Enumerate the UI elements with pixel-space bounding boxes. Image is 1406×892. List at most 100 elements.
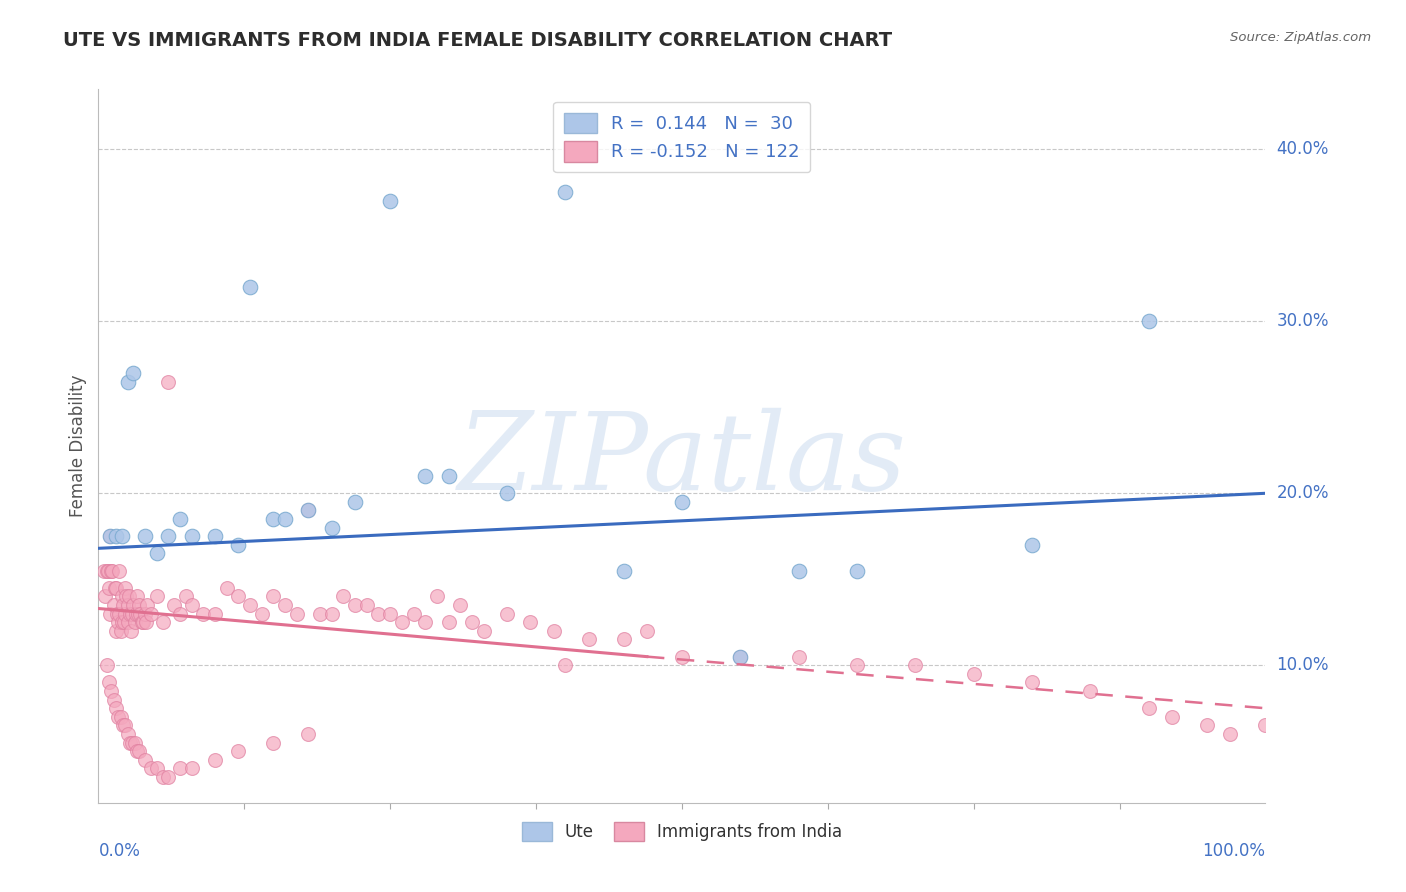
Point [132, 615, 155, 630]
Point [239, 598, 262, 612]
Point [117, 727, 139, 741]
Point [139, 607, 162, 621]
Point [124, 615, 146, 630]
Y-axis label: Female Disability: Female Disability [69, 375, 87, 517]
Point [613, 632, 636, 647]
Point [146, 546, 169, 560]
Point [962, 666, 984, 681]
Point [496, 607, 519, 621]
Point [97, 675, 120, 690]
Point [215, 581, 238, 595]
Point [94, 590, 117, 604]
Point [332, 590, 354, 604]
Point [636, 624, 658, 638]
Point [128, 744, 150, 758]
Point [1080, 684, 1102, 698]
Point [97, 564, 120, 578]
Point [104, 581, 127, 595]
Text: 40.0%: 40.0% [1277, 140, 1329, 159]
Point [163, 598, 186, 612]
Point [129, 607, 152, 621]
Point [904, 658, 927, 673]
Point [297, 503, 319, 517]
Point [391, 615, 413, 630]
Text: Source: ZipAtlas.com: Source: ZipAtlas.com [1230, 31, 1371, 45]
Point [730, 649, 752, 664]
Point [578, 632, 600, 647]
Point [110, 624, 132, 638]
Point [134, 607, 156, 621]
Point [122, 598, 145, 612]
Point [98, 529, 121, 543]
Point [204, 607, 226, 621]
Point [110, 710, 132, 724]
Point [730, 649, 752, 664]
Point [117, 598, 139, 612]
Point [100, 684, 122, 698]
Point [356, 598, 378, 612]
Point [139, 761, 162, 775]
Point [146, 590, 169, 604]
Point [344, 598, 367, 612]
Point [402, 607, 425, 621]
Point [180, 598, 202, 612]
Point [103, 598, 125, 612]
Point [274, 512, 297, 526]
Point [1021, 538, 1043, 552]
Point [846, 564, 869, 578]
Point [180, 761, 202, 775]
Point [554, 658, 576, 673]
Point [204, 753, 226, 767]
Point [437, 615, 460, 630]
Point [1021, 675, 1043, 690]
Point [104, 701, 127, 715]
Point [118, 590, 141, 604]
Point [262, 590, 284, 604]
Point [204, 529, 226, 543]
Legend: Ute, Immigrants from India: Ute, Immigrants from India [515, 815, 849, 848]
Point [787, 564, 810, 578]
Point [297, 727, 319, 741]
Point [157, 770, 180, 784]
Point [297, 503, 319, 517]
Point [1137, 701, 1160, 715]
Point [103, 692, 125, 706]
Point [285, 607, 308, 621]
Point [413, 615, 436, 630]
Point [228, 538, 250, 552]
Point [104, 581, 127, 595]
Point [671, 649, 693, 664]
Point [344, 495, 367, 509]
Point [98, 529, 121, 543]
Point [121, 736, 143, 750]
Point [124, 736, 146, 750]
Point [120, 624, 142, 638]
Text: 0.0%: 0.0% [98, 842, 141, 860]
Point [117, 375, 139, 389]
Point [104, 529, 127, 543]
Point [367, 607, 389, 621]
Point [96, 564, 118, 578]
Point [114, 718, 136, 732]
Point [98, 607, 121, 621]
Point [496, 486, 519, 500]
Point [125, 744, 148, 758]
Text: 10.0%: 10.0% [1277, 657, 1329, 674]
Point [437, 469, 460, 483]
Point [114, 581, 136, 595]
Point [380, 607, 402, 621]
Point [461, 615, 484, 630]
Point [152, 770, 174, 784]
Point [180, 529, 202, 543]
Point [108, 607, 131, 621]
Point [118, 607, 141, 621]
Text: 100.0%: 100.0% [1202, 842, 1265, 860]
Point [472, 624, 495, 638]
Text: ZIPatlas: ZIPatlas [457, 408, 907, 513]
Point [134, 753, 156, 767]
Point [157, 375, 180, 389]
Point [262, 736, 284, 750]
Point [169, 607, 191, 621]
Point [321, 607, 343, 621]
Point [228, 744, 250, 758]
